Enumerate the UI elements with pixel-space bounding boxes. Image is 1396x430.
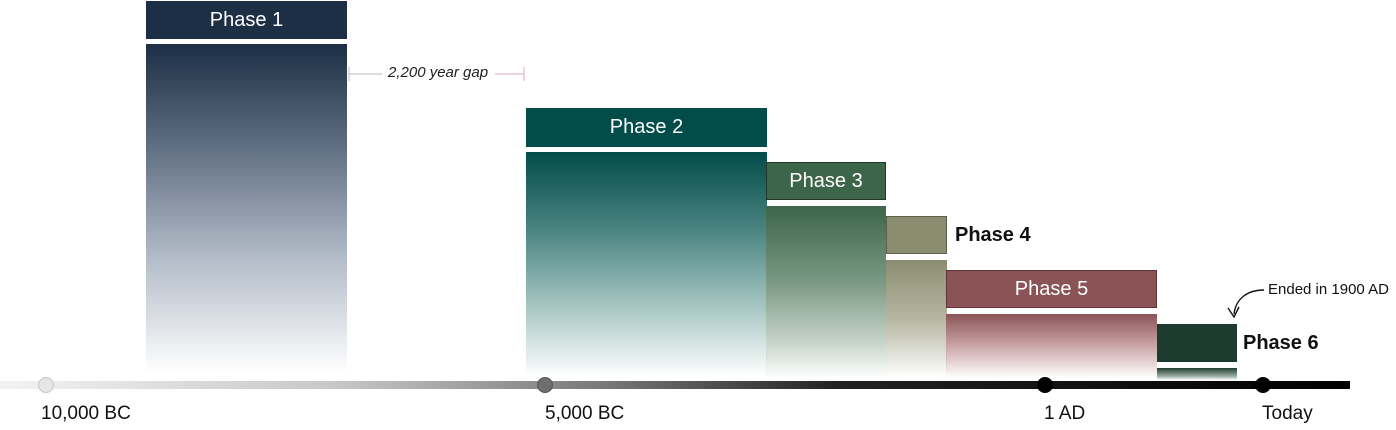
phase-4-bar bbox=[886, 260, 947, 378]
phase-1-header: Phase 1 bbox=[146, 1, 347, 39]
tick-dot-today bbox=[1255, 377, 1271, 393]
phase-4-header bbox=[886, 216, 947, 254]
phase-6-label: Phase 6 bbox=[1243, 332, 1319, 354]
tick-label-today: Today bbox=[1262, 403, 1313, 424]
phase-2-bar bbox=[526, 152, 767, 377]
ended-annotation: Ended in 1900 AD bbox=[1268, 281, 1389, 298]
phase-1-bar bbox=[146, 44, 347, 374]
phase-3-header: Phase 3 bbox=[766, 162, 886, 200]
phase-6-header bbox=[1157, 324, 1237, 362]
timeline-axis bbox=[0, 381, 1350, 389]
phase-5-bar bbox=[946, 314, 1157, 378]
tick-dot-1ad bbox=[1037, 377, 1053, 393]
phase-6-bar bbox=[1157, 368, 1237, 380]
phase-5-header: Phase 5 bbox=[946, 270, 1157, 308]
curved-arrow-icon bbox=[1227, 289, 1265, 319]
gap-label: 2,200 year gap bbox=[388, 64, 489, 81]
phase-4-label: Phase 4 bbox=[955, 224, 1031, 246]
tick-label-5000bc: 5,000 BC bbox=[545, 403, 625, 424]
tick-label-1ad: 1 AD bbox=[1044, 403, 1086, 424]
tick-dot-10000bc bbox=[38, 377, 54, 393]
phase-2-header: Phase 2 bbox=[526, 108, 767, 147]
gap-bracket bbox=[348, 67, 525, 81]
tick-label-10000bc: 10,000 BC bbox=[41, 403, 131, 424]
phase-3-bar bbox=[766, 206, 886, 378]
tick-dot-5000bc bbox=[537, 377, 553, 393]
